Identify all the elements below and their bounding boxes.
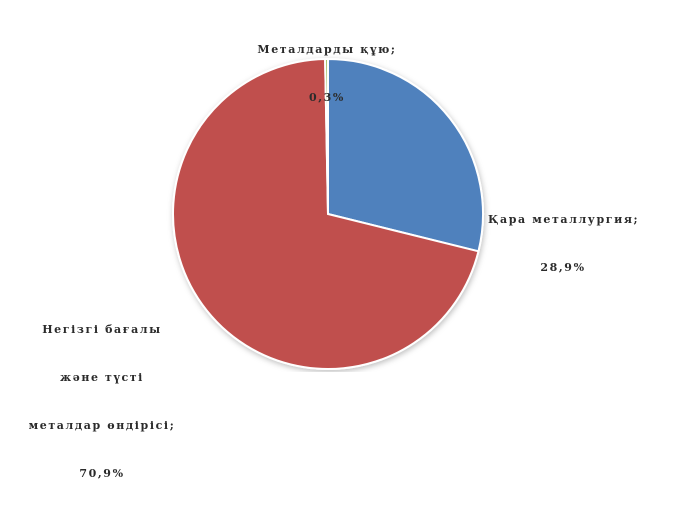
- slice-label-precious-nonferrous: Негізгі бағалы және түсті металдар өндір…: [2, 290, 202, 514]
- slice-label-ferrous-metallurgy-line-1: Қара металлургия;: [488, 213, 640, 226]
- slice-label-metal-casting: Металдарды құю; 0,3%: [220, 10, 434, 138]
- slice-label-metal-casting-value: 0,3%: [309, 91, 345, 104]
- pie-slices-group: [172, 57, 484, 370]
- slice-label-precious-nonferrous-value: 70,9%: [79, 467, 125, 480]
- pie-slice-precious-nonferrous: [172, 58, 480, 370]
- slice-label-precious-nonferrous-line-3: металдар өндірісі;: [28, 419, 176, 432]
- slice-label-ferrous-metallurgy: Қара металлургия; 28,9%: [488, 180, 638, 308]
- pie-chart: Металдарды құю; 0,3% Қара металлургия; 2…: [29, 10, 638, 480]
- slice-label-precious-nonferrous-line-2: және түсті: [60, 371, 144, 384]
- pie-slice-ferrous-metallurgy: [327, 57, 484, 253]
- slice-label-precious-nonferrous-line-1: Негізгі бағалы: [42, 323, 162, 336]
- pie-slice-metal-casting: [324, 57, 329, 215]
- pie-chart-svg: [172, 57, 484, 370]
- slice-label-metal-casting-line-1: Металдарды құю;: [257, 43, 397, 56]
- slice-label-ferrous-metallurgy-value: 28,9%: [540, 261, 586, 274]
